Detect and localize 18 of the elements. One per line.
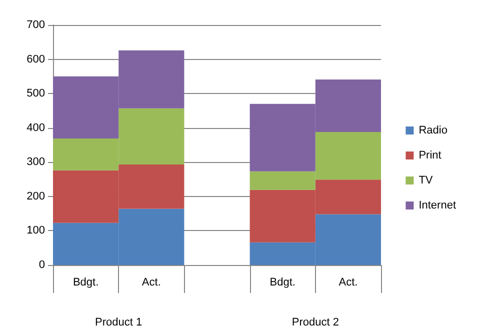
y-tick-label: 200 <box>26 190 45 202</box>
legend-label: Radio <box>418 124 448 136</box>
y-tick-label: 700 <box>26 19 45 31</box>
y-tick-label: 0 <box>38 259 45 271</box>
y-tick-label: 500 <box>26 88 45 100</box>
legend-label: TV <box>418 174 434 186</box>
x-tick-label: Act. <box>338 276 358 288</box>
y-tick-label: 600 <box>26 53 45 66</box>
y-tick-label: 400 <box>26 122 45 134</box>
y-tick-label: 100 <box>26 224 45 237</box>
text: Product 1 <box>95 316 142 328</box>
y-tick-label: 300 <box>26 156 45 168</box>
x-tick-label: Bdgt. <box>72 276 99 288</box>
x-tick-label: Bdgt. <box>270 276 296 288</box>
x-tick-label: Act. <box>142 276 161 288</box>
legend-label: Print <box>418 150 442 162</box>
legend-label: Internet <box>418 200 456 212</box>
text: Product 2 <box>292 316 339 328</box>
